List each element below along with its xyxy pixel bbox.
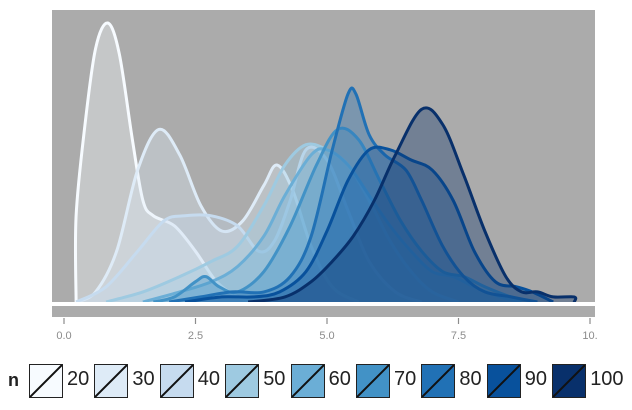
legend: n 20 30 40 50 60 70 80 90 100 (0, 364, 632, 398)
legend-key-n90 (486, 364, 521, 398)
density-curves (73, 21, 578, 304)
density-chart: 0.0 2.5 5.0 7.5 10. (52, 10, 598, 342)
density-area-n30 (76, 129, 359, 302)
x-axis-strip (52, 306, 595, 317)
legend-slash-icon (30, 365, 62, 397)
legend-slash-icon (553, 365, 586, 397)
density-line-n100 (247, 106, 578, 304)
density-line-n20 (73, 21, 254, 304)
density-area-n90 (185, 147, 554, 302)
legend-label-n40: 40 (197, 368, 221, 390)
legend-label-n100: 100 (590, 368, 624, 390)
density-line-n50 (105, 142, 460, 304)
x-tick-label: 2.5 (188, 330, 203, 342)
density-line-n90 (184, 145, 554, 304)
density-line-n40 (75, 145, 423, 304)
legend-key-n40 (159, 364, 194, 398)
legend-label-n30: 30 (132, 368, 155, 390)
legend-key-n70 (356, 364, 390, 398)
x-tick-label: 10. (582, 330, 597, 342)
baseline-white-line (52, 302, 595, 305)
legend-label-n70: 70 (394, 368, 417, 390)
density-line-n80 (168, 86, 538, 304)
legend-title: n (8, 370, 19, 390)
x-tick-label: 5.0 (319, 330, 334, 342)
density-area-n40 (76, 147, 422, 302)
legend-slash-icon (422, 365, 455, 397)
x-tick-label: 0.0 (56, 330, 71, 342)
legend-label-n50: 50 (263, 368, 286, 390)
legend-slash-icon (357, 365, 389, 397)
legend-key-n100 (552, 364, 587, 398)
x-tick-label: 7.5 (451, 330, 466, 342)
legend-label-n20: 20 (67, 368, 90, 390)
density-area-n60 (142, 148, 522, 302)
density-line-n30 (75, 127, 360, 304)
legend-label-n80: 80 (459, 368, 482, 390)
density-area-n20 (75, 22, 254, 302)
x-axis: 0.0 2.5 5.0 7.5 10. (56, 318, 598, 342)
legend-key-n80 (421, 364, 456, 398)
density-line-n60 (142, 147, 522, 304)
legend-slash-icon (291, 365, 324, 397)
legend-key-n20 (29, 364, 63, 398)
legend-slash-icon (160, 365, 193, 397)
legend-label-n60: 60 (328, 368, 351, 390)
density-area-n50 (106, 143, 459, 302)
legend-key-n30 (94, 364, 129, 398)
legend-slash-icon (487, 365, 520, 397)
legend-slash-icon (95, 365, 128, 397)
legend-key-n50 (225, 364, 260, 398)
density-area-n70 (153, 128, 538, 302)
legend-slash-icon (226, 365, 259, 397)
legend-key-n60 (290, 364, 325, 398)
density-area-n80 (169, 87, 538, 302)
legend-label-n90: 90 (524, 368, 548, 390)
